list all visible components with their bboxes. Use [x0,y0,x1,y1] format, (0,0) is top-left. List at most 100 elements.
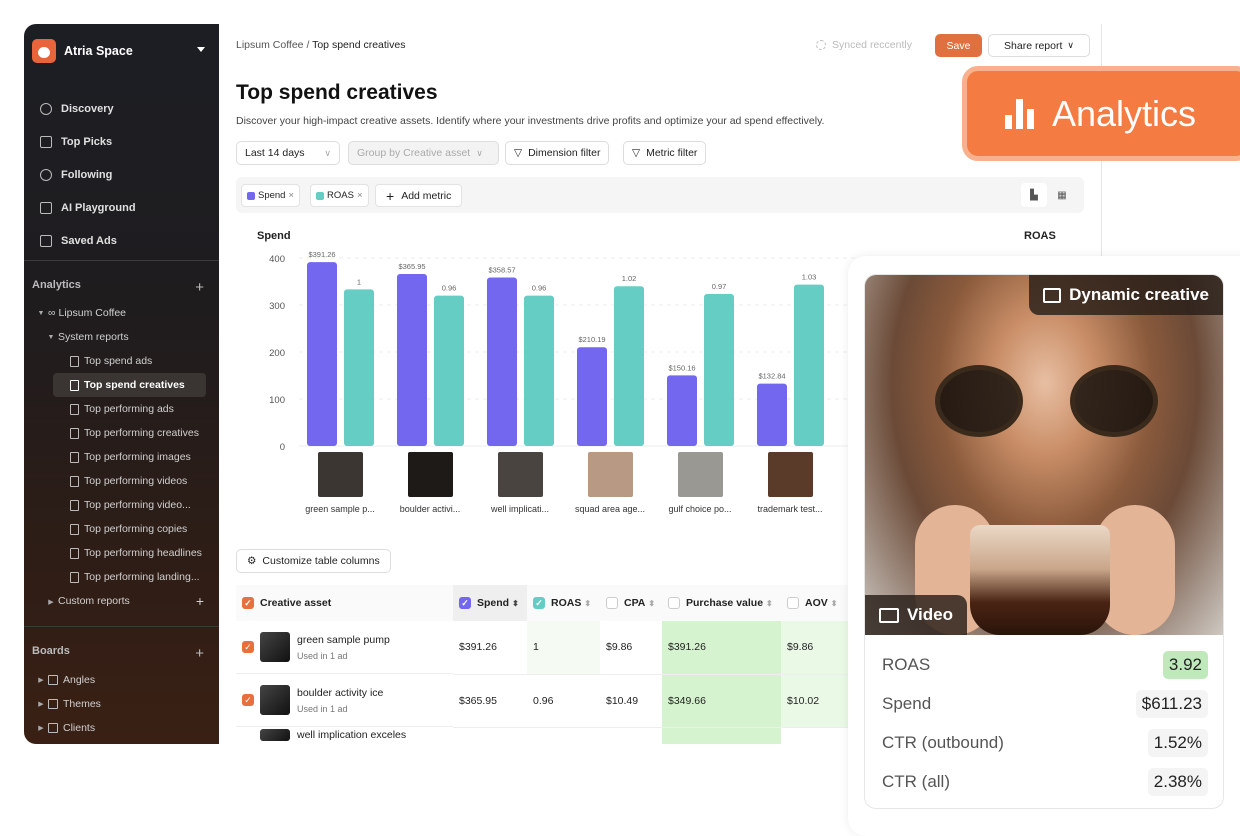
metric-chip-roas[interactable]: ROAS × [310,184,369,207]
button-label: Add metric [401,189,452,202]
creative-name[interactable]: green sample pump [297,633,390,646]
color-swatch [316,191,324,200]
col-roas[interactable]: ✓ ROAS ⬍ [527,585,600,621]
add-icon[interactable]: + [195,279,204,296]
tree-custom-reports[interactable]: ▶ Custom reports + [48,593,204,609]
board-item[interactable]: ▶ Clients [38,722,96,734]
category-thumbnail [678,452,723,497]
tree-system-reports[interactable]: ▼ System reports [47,331,129,343]
select-all-checkbox[interactable]: ✓ [242,597,254,610]
table-row[interactable]: ✓ boulder activity ice Used in 1 ad $365.9… [236,674,851,728]
cell-aov: $9.86 [781,621,851,675]
creative-preview-card[interactable]: Dynamic creative Video ROAS 3.92 Spend $61… [848,256,1240,836]
group-by-value: Group by Creative asset [357,147,471,159]
col-purchase-value[interactable]: Purchase value ⬍ [662,585,781,621]
close-icon[interactable]: × [288,190,295,201]
y-tick-label: 400 [269,254,285,265]
report-item[interactable]: Top performing landing... [56,565,214,589]
group-by-select[interactable]: Group by Creative asset ∨ [348,141,499,165]
document-icon [70,499,79,511]
col-spend[interactable]: ✓ Spend ⬍ [453,585,527,621]
nav-discovery[interactable]: Discovery [40,92,136,125]
sort-icon[interactable]: ⬍ [766,598,773,608]
dimension-filter-button[interactable]: ▽ Dimension filter [505,141,610,165]
report-item[interactable]: Top performing images [56,445,214,469]
sort-icon[interactable]: ⬍ [512,598,519,608]
board-item[interactable]: ▶ Angles [38,674,96,686]
chart-view-toggle[interactable]: ▙ [1021,183,1047,207]
col-label: ROAS [551,596,582,609]
column-checkbox[interactable] [787,597,799,610]
x-tick-label: trademark test... [757,504,822,514]
compass-icon [40,102,52,115]
date-range-select[interactable]: Last 14 days ∨ [236,141,340,165]
sort-icon[interactable]: ⬍ [584,598,592,608]
column-checkbox[interactable]: ✓ [533,597,545,610]
save-button[interactable]: Save [935,34,982,57]
creative-thumbnail[interactable] [260,685,290,715]
col-cpa[interactable]: CPA ⬍ [600,585,662,621]
metric-filter-button[interactable]: ▽ Metric filter [623,141,707,165]
col-creative-asset[interactable]: ✓ Creative asset [236,585,453,621]
bar-chart-icon [1005,98,1034,129]
robot-icon [40,201,52,214]
report-item[interactable]: Top performing video... [56,493,214,517]
row-checkbox[interactable]: ✓ [242,694,254,706]
usage-count: Used in 1 ad [297,703,348,714]
add-icon[interactable]: + [195,645,204,662]
page-description: Discover your high-impact creative asset… [236,115,825,127]
bar-spend [397,274,427,446]
col-aov[interactable]: AOV ⬍ [781,585,851,621]
customize-columns-button[interactable]: ⚙ Customize table columns [236,549,391,573]
creative-name[interactable]: boulder activity ice [297,686,384,699]
metric-chip-spend[interactable]: Spend × [241,184,301,207]
category-thumbnail [408,452,453,497]
report-item[interactable]: Top performing copies [56,517,214,541]
add-icon[interactable]: + [195,593,204,609]
share-report-button[interactable]: Share report ∨ [988,34,1090,57]
metric-label: Spend [882,693,932,713]
table-row[interactable]: well implication exceles [236,727,851,744]
creative-thumbnail[interactable] [260,632,290,662]
breadcrumb-root[interactable]: Lipsum Coffee [236,39,304,51]
bar-roas [434,295,464,446]
cell-cpa: $10.49 [600,674,662,728]
table-row[interactable]: ✓ green sample pump Used in 1 ad $391.26 1… [236,621,851,675]
report-item-active[interactable]: Top spend creatives [53,373,206,397]
workspace-switcher[interactable]: Atria Space [32,39,133,63]
metric-label: CTR (outbound) [882,732,1004,752]
add-metric-button[interactable]: + Add metric [375,184,463,207]
metric-value: 1.52% [1147,728,1208,757]
document-icon [70,427,79,439]
tree-account[interactable]: ▼ ∞ Lipsum Coffee [37,307,127,319]
nav-following[interactable]: Following [40,158,136,191]
sort-icon[interactable]: ⬍ [830,598,838,608]
report-item[interactable]: Top performing headlines [56,541,214,565]
report-item[interactable]: Top performing creatives [56,421,214,445]
nav-ai-playground[interactable]: AI Playground [40,191,136,224]
nav-saved-ads[interactable]: Saved Ads [40,224,136,257]
board-item[interactable]: ▶ Themes [38,698,101,710]
column-checkbox[interactable] [668,597,680,610]
grid-view-toggle[interactable]: ▦ [1049,183,1075,207]
data-label: 0.97 [712,282,727,291]
sync-status: Synced reccently [816,39,912,51]
metric-value: $611.23 [1135,689,1208,718]
column-checkbox[interactable] [606,597,618,610]
category-thumbnail [318,452,363,497]
creative-thumbnail[interactable] [260,729,290,741]
nav-label: Discovery [61,102,114,115]
sort-icon[interactable]: ⬍ [648,598,656,608]
document-icon [70,355,79,367]
cell-roas: 0.96 [527,674,600,728]
report-item[interactable]: Top performing videos [56,469,214,493]
creative-name[interactable]: well implication exceles [297,729,407,741]
column-checkbox[interactable]: ✓ [459,597,471,610]
close-icon[interactable]: × [356,190,363,201]
main-nav: Discovery Top Picks Following AI Playgro… [40,92,136,257]
report-item[interactable]: Top spend ads [56,349,214,373]
chevron-down-icon[interactable] [197,47,205,52]
row-checkbox[interactable]: ✓ [242,641,254,653]
report-item[interactable]: Top performing ads [56,397,214,421]
nav-top-picks[interactable]: Top Picks [40,125,136,158]
